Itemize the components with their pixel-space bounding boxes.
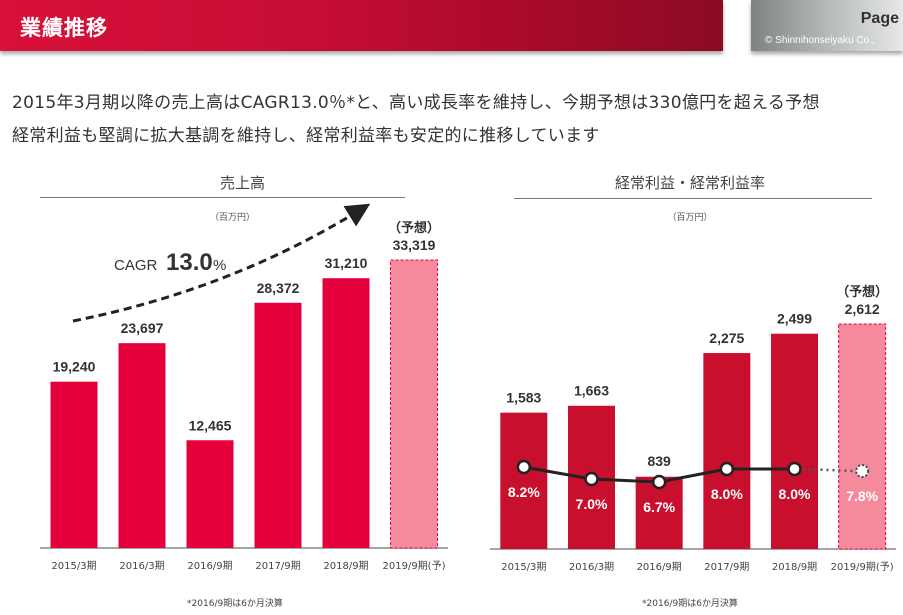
profit-value-label: 1,583: [506, 390, 541, 406]
sales-value-label: 23,697: [121, 320, 164, 336]
profit-value-label: 2,612: [845, 301, 880, 317]
profit-category-label: 2015/3期: [501, 561, 546, 573]
lead-text-line2: 経常利益も堅調に拡大基調を維持し、経常利益率も安定的に推移しています: [12, 126, 600, 146]
ratio-point: [719, 461, 735, 477]
sales-value-label: 19,240: [53, 359, 96, 375]
cagr-prefix: CAGR: [114, 257, 158, 274]
sales-title-rule: [40, 197, 405, 198]
sales-footnote: *2016/9期は6か月決算: [187, 599, 283, 609]
sales-category-label: 2016/9期: [187, 560, 232, 572]
sales-forecast-tag: （予想）: [388, 220, 440, 236]
sales-bar-forecast: [390, 259, 438, 549]
profit-bar: [771, 333, 818, 549]
cagr-suffix: %: [213, 257, 226, 274]
profit-value-label: 2,499: [777, 311, 812, 327]
ratio-label: 7.0%: [576, 496, 608, 512]
ratio-label: 8.2%: [508, 484, 540, 500]
ratio-line-forecast: [802, 467, 856, 473]
ratio-label: 8.0%: [711, 486, 743, 502]
profit-category-label: 2016/3期: [569, 561, 614, 573]
profit-value-label: 2,275: [709, 330, 744, 346]
sales-bar: [254, 302, 302, 548]
profit-chart-title: 経常利益・経常利益率: [614, 174, 765, 192]
ratio-point-forecast: [855, 464, 870, 478]
ratio-point: [651, 474, 667, 490]
sales-bar: [118, 343, 166, 548]
profit-category-label: 2018/9期: [772, 561, 817, 573]
copyright: © Shinnihonseiyaku Co.,: [765, 35, 875, 46]
sales-category-label: 2019/9期(予): [383, 560, 446, 572]
cagr-value: 13.0: [166, 249, 213, 276]
header-banner: 業績推移: [0, 0, 723, 51]
profit-bar: [500, 412, 548, 549]
profit-category-label: 2016/9期: [637, 561, 682, 573]
ratio-point: [787, 461, 802, 477]
profit-value-label: 839: [647, 453, 671, 469]
sales-bar: [322, 278, 370, 548]
profit-forecast-tag: （予想）: [836, 284, 888, 300]
sales-category-label: 2016/3期: [119, 560, 164, 572]
sales-category-label: 2018/9期: [323, 560, 368, 572]
sales-category-label: 2017/9期: [255, 560, 300, 572]
profit-title-rule: [514, 198, 872, 199]
lead-text-line1: 2015年3月期以降の売上高はCAGR13.0％*と、高い成長率を維持し、今期予…: [12, 93, 820, 113]
sales-chart-title: 売上高: [219, 174, 265, 192]
profit-category-label: 2019/9期(予): [831, 561, 894, 573]
sales-unit-label: （百万円）: [209, 213, 255, 223]
ratio-point: [516, 459, 532, 475]
sales-bar: [186, 440, 234, 548]
sales-category-label: 2015/3期: [51, 560, 96, 572]
page-info-box: Page © Shinnihonseiyaku Co.,: [751, 0, 903, 51]
profit-bar-forecast: [838, 323, 887, 550]
sales-value-label: 28,372: [257, 280, 300, 296]
ratio-label: 7.8%: [846, 488, 878, 504]
profit-unit-label: （百万円）: [667, 213, 713, 223]
ratio-label: 8.0%: [779, 486, 811, 502]
profit-footnote: *2016/9期は6か月決算: [642, 599, 738, 609]
ratio-point: [584, 471, 599, 487]
profit-value-label: 1,663: [574, 383, 609, 399]
profit-bar: [703, 353, 751, 549]
page-title: 業績推移: [20, 16, 108, 40]
page-label: Page: [860, 10, 899, 27]
sales-value-label: 31,210: [325, 255, 368, 271]
sales-value-label: 12,465: [189, 417, 232, 433]
sales-value-label: 33,319: [393, 237, 436, 253]
cagr-trend-arrow: [72, 203, 371, 323]
sales-bar: [50, 381, 98, 548]
profit-category-label: 2017/9期: [704, 561, 749, 573]
ratio-label: 6.7%: [643, 499, 675, 515]
